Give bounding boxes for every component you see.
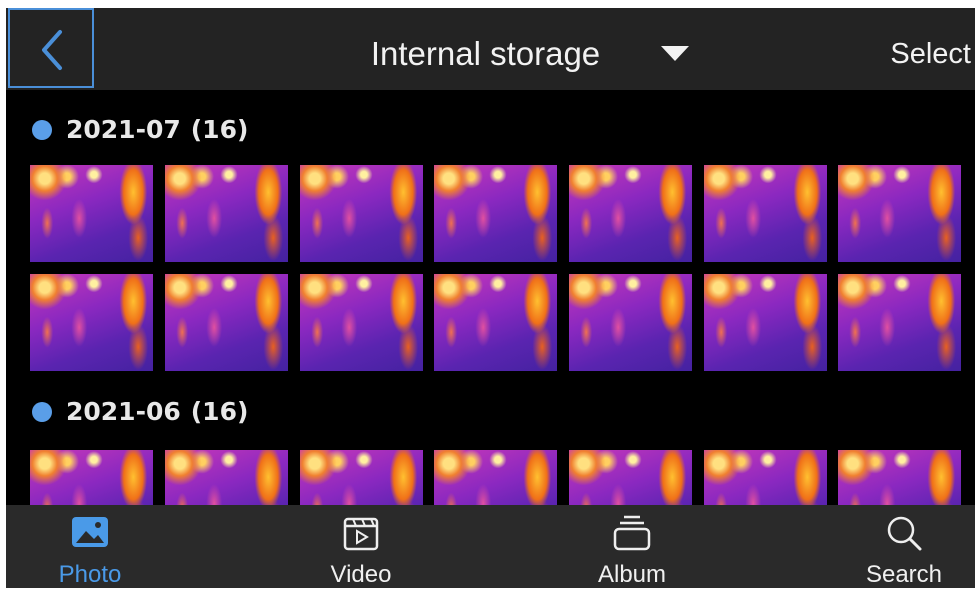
thumbnail[interactable] [569, 274, 692, 371]
nav-item[interactable]: Album [562, 505, 702, 588]
nav-label: Search [865, 561, 943, 588]
top-bar: Internal storage Select [6, 8, 975, 90]
nav-icon [72, 517, 108, 547]
bottom-nav: Photo Video Album Search [6, 505, 975, 588]
group-date: 2021-06 [66, 397, 181, 426]
thumbnail[interactable] [704, 450, 827, 505]
thumbnail[interactable] [30, 165, 153, 262]
group-header: 2021-07 (16) [32, 110, 248, 150]
group-dot [32, 120, 52, 140]
nav-icon [887, 516, 922, 551]
thumbnail[interactable] [300, 450, 423, 505]
thumbnail[interactable] [704, 165, 827, 262]
thumbnail[interactable] [569, 450, 692, 505]
group-header: 2021-06 (16) [32, 392, 248, 432]
nav-label: Video [330, 561, 392, 588]
group-dot [32, 402, 52, 422]
thumbnail[interactable] [838, 165, 961, 262]
thumbnail[interactable] [569, 165, 692, 262]
thumbnail[interactable] [704, 274, 827, 371]
thumbnail[interactable] [838, 274, 961, 371]
group-count: (16) [190, 115, 249, 144]
thumbnail[interactable] [165, 450, 288, 505]
thumbnail[interactable] [434, 450, 557, 505]
nav-label: Photo [58, 561, 122, 588]
thumbnail[interactable] [165, 165, 288, 262]
thumbnail[interactable] [838, 450, 961, 505]
nav-item[interactable]: Search [834, 505, 974, 588]
thumbnail[interactable] [30, 450, 153, 505]
group-date: 2021-07 [66, 115, 181, 144]
thumbnail[interactable] [434, 274, 557, 371]
nav-item[interactable]: Video [291, 505, 431, 588]
nav-item[interactable]: Photo [20, 505, 160, 588]
nav-icon [613, 515, 651, 551]
group-count: (16) [190, 397, 249, 426]
back-button[interactable] [8, 8, 94, 88]
nav-icon [343, 517, 379, 551]
dropdown-arrow [661, 46, 689, 61]
thumbnail[interactable] [300, 165, 423, 262]
gallery: 2021-07 (16) 2021-06 (16) [6, 90, 975, 505]
select-button[interactable]: Select [890, 38, 971, 70]
thumbnail[interactable] [300, 274, 423, 371]
nav-label: Album [597, 561, 667, 588]
thumbnail[interactable] [30, 274, 153, 371]
title: Internal storage [370, 35, 601, 72]
storage-selector[interactable]: Internal storage [6, 8, 975, 90]
back-icon [42, 30, 62, 70]
thumbnail[interactable] [434, 165, 557, 262]
thumbnail[interactable] [165, 274, 288, 371]
